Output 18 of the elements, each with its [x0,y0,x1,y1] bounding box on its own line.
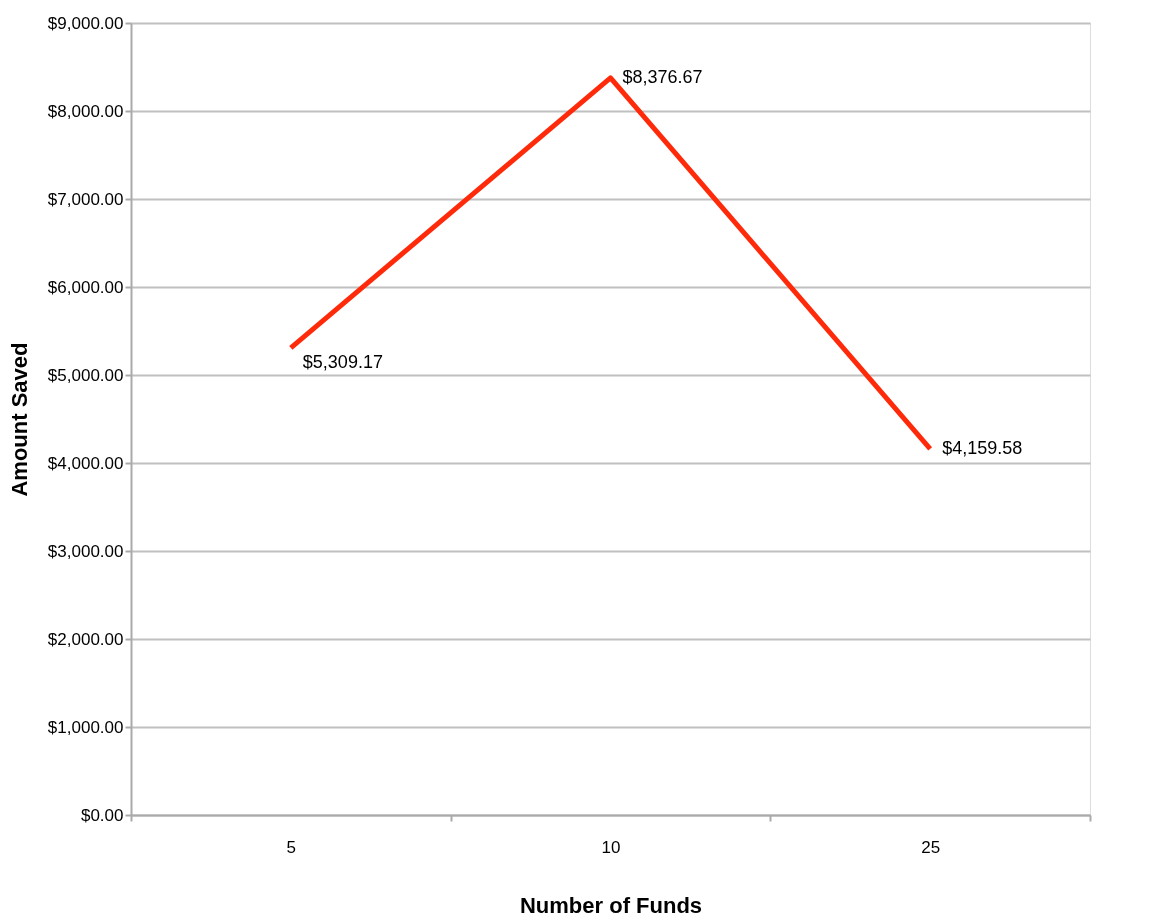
y-tick-label: $6,000.00 [47,277,124,297]
y-axis-title: Amount Saved [6,342,32,497]
y-tick-label: $8,000.00 [47,101,124,121]
y-tick-label: $5,000.00 [47,365,124,385]
y-tick-label: $2,000.00 [47,629,124,649]
x-tick-label: 10 [601,837,621,857]
data-label: $5,309.17 [302,351,383,372]
y-tick-label: $9,000.00 [47,13,124,33]
x-axis-title: Number of Funds [519,892,703,918]
y-tick-label: $3,000.00 [47,541,124,561]
y-tick-label: $7,000.00 [47,189,124,209]
y-tick-label: $1,000.00 [47,717,124,737]
y-tick-label: $0.00 [80,805,124,825]
data-label: $8,376.67 [622,66,703,87]
x-tick-label: 5 [286,837,297,857]
data-label: $4,159.58 [942,437,1023,458]
y-tick-label: $4,000.00 [47,453,124,473]
x-tick-label: 25 [921,837,941,857]
